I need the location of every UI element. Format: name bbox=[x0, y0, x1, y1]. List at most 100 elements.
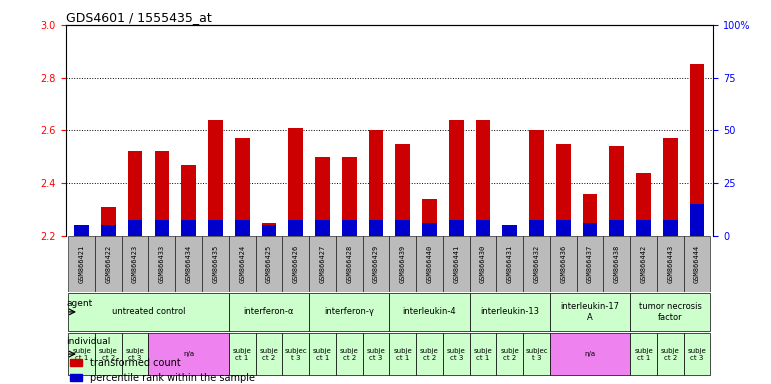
Text: GSM866443: GSM866443 bbox=[668, 245, 673, 283]
Bar bbox=[362, 333, 389, 376]
Text: GSM866444: GSM866444 bbox=[694, 245, 700, 283]
Bar bbox=[68, 333, 95, 376]
Text: GSM866423: GSM866423 bbox=[132, 245, 138, 283]
Bar bbox=[128, 151, 143, 236]
Bar bbox=[288, 128, 303, 236]
Text: GSM866433: GSM866433 bbox=[159, 245, 165, 283]
Text: n/a: n/a bbox=[183, 351, 194, 357]
Bar bbox=[503, 225, 517, 236]
Bar bbox=[309, 333, 336, 376]
Bar bbox=[550, 293, 630, 331]
Text: GSM866435: GSM866435 bbox=[212, 245, 218, 283]
Text: subje
ct 1: subje ct 1 bbox=[313, 348, 332, 361]
Legend: transformed count, percentile rank within the sample: transformed count, percentile rank withi… bbox=[70, 358, 255, 383]
Bar bbox=[282, 333, 309, 376]
Bar bbox=[663, 220, 678, 236]
Text: interleukin-17
A: interleukin-17 A bbox=[561, 302, 620, 322]
Text: interferon-γ: interferon-γ bbox=[325, 308, 374, 316]
Text: GSM866424: GSM866424 bbox=[239, 245, 245, 283]
Text: GSM866432: GSM866432 bbox=[534, 245, 540, 283]
Bar bbox=[630, 293, 711, 331]
Bar bbox=[74, 228, 89, 236]
Bar bbox=[342, 220, 356, 236]
Bar bbox=[524, 333, 550, 376]
Text: GSM866440: GSM866440 bbox=[426, 245, 433, 283]
Bar bbox=[577, 236, 604, 292]
Bar bbox=[443, 333, 470, 376]
Bar bbox=[235, 220, 250, 236]
Text: subjec
t 3: subjec t 3 bbox=[525, 348, 548, 361]
Bar bbox=[149, 236, 175, 292]
Bar bbox=[470, 236, 497, 292]
Bar bbox=[149, 333, 229, 376]
Bar bbox=[583, 194, 598, 236]
Bar bbox=[235, 138, 250, 236]
Bar bbox=[336, 333, 362, 376]
Bar bbox=[583, 223, 598, 236]
Bar bbox=[396, 144, 410, 236]
Bar bbox=[389, 333, 416, 376]
Bar bbox=[342, 157, 356, 236]
Bar bbox=[315, 220, 330, 236]
Bar bbox=[309, 293, 389, 331]
Text: GSM866438: GSM866438 bbox=[614, 245, 620, 283]
Bar bbox=[550, 236, 577, 292]
Bar bbox=[497, 236, 524, 292]
Bar bbox=[261, 225, 276, 236]
Bar bbox=[336, 236, 362, 292]
Text: GSM866436: GSM866436 bbox=[561, 245, 567, 283]
Text: GSM866426: GSM866426 bbox=[293, 245, 298, 283]
Text: tumor necrosis
factor: tumor necrosis factor bbox=[639, 302, 702, 322]
Bar bbox=[68, 236, 95, 292]
Text: individual: individual bbox=[66, 337, 110, 346]
Bar bbox=[690, 65, 705, 236]
Bar bbox=[181, 220, 196, 236]
Text: GSM866441: GSM866441 bbox=[453, 245, 460, 283]
Text: subje
ct 3: subje ct 3 bbox=[688, 348, 706, 361]
Text: subjec
t 3: subjec t 3 bbox=[284, 348, 307, 361]
Bar bbox=[229, 333, 255, 376]
Bar bbox=[229, 293, 309, 331]
Bar bbox=[609, 220, 625, 236]
Bar bbox=[282, 236, 309, 292]
Text: GSM866429: GSM866429 bbox=[373, 245, 379, 283]
Text: subje
ct 2: subje ct 2 bbox=[500, 348, 519, 361]
Bar bbox=[630, 236, 657, 292]
Text: subje
ct 1: subje ct 1 bbox=[233, 348, 251, 361]
Text: subje
ct 2: subje ct 2 bbox=[340, 348, 359, 361]
Bar bbox=[443, 236, 470, 292]
Bar bbox=[95, 236, 122, 292]
Bar bbox=[208, 220, 223, 236]
Bar bbox=[208, 120, 223, 236]
Bar bbox=[524, 236, 550, 292]
Bar bbox=[389, 293, 470, 331]
Bar bbox=[636, 220, 651, 236]
Text: subje
ct 1: subje ct 1 bbox=[635, 348, 653, 361]
Bar bbox=[476, 120, 490, 236]
Text: interleukin-4: interleukin-4 bbox=[402, 308, 456, 316]
Bar bbox=[229, 236, 255, 292]
Bar bbox=[556, 144, 571, 236]
Bar bbox=[550, 333, 630, 376]
Bar bbox=[369, 220, 383, 236]
Bar bbox=[389, 236, 416, 292]
Text: subje
ct 2: subje ct 2 bbox=[99, 348, 118, 361]
Text: subje
ct 3: subje ct 3 bbox=[366, 348, 386, 361]
Text: subje
ct 2: subje ct 2 bbox=[661, 348, 680, 361]
Text: GSM866422: GSM866422 bbox=[106, 245, 111, 283]
Text: GSM866428: GSM866428 bbox=[346, 245, 352, 283]
Text: GSM866442: GSM866442 bbox=[641, 245, 647, 283]
Text: GSM866427: GSM866427 bbox=[319, 245, 325, 283]
Bar bbox=[154, 151, 170, 236]
Bar bbox=[396, 220, 410, 236]
Text: GSM866439: GSM866439 bbox=[399, 245, 406, 283]
Bar bbox=[175, 236, 202, 292]
Text: interleukin-13: interleukin-13 bbox=[480, 308, 539, 316]
Text: GSM866425: GSM866425 bbox=[266, 245, 272, 283]
Bar bbox=[470, 333, 497, 376]
Bar bbox=[609, 146, 625, 236]
Bar bbox=[449, 220, 463, 236]
Text: interferon-α: interferon-α bbox=[244, 308, 294, 316]
Bar bbox=[369, 131, 383, 236]
Text: subje
ct 2: subje ct 2 bbox=[420, 348, 439, 361]
